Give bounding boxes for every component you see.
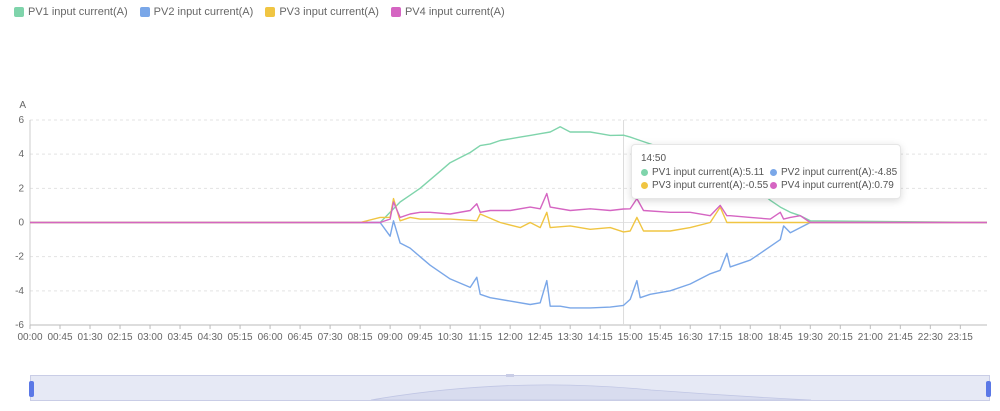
zoom-slider-track[interactable] [30,375,990,401]
x-tick-label: 04:30 [198,332,223,343]
x-tick-label: 06:45 [288,332,313,343]
x-tick-label: 15:45 [648,332,673,343]
series-line-pv4 [30,192,987,224]
x-tick-label: 03:00 [138,332,163,343]
legend-swatch-pv1 [14,7,24,17]
tooltip-dot-pv3 [641,182,648,189]
zoom-slider-start-handle[interactable] [29,381,34,397]
tooltip-dot-pv4 [770,182,777,189]
x-tick-label: 00:45 [47,332,72,343]
x-tick-label: 06:00 [258,332,283,343]
line-chart[interactable]: -6 -4 -2 0 2 4 6 A 00:00 00:45 01:30 02:15 03:00 03:4… [0,0,1000,370]
tooltip-row-pv2: PV2 input current(A):-4.85 [770,167,897,178]
tooltip-time: 14:50 [641,153,667,164]
y-tick-label: 2 [18,183,24,194]
legend-item-pv2[interactable]: PV2 input current(A) [139,6,254,18]
legend-swatch-pv4 [390,7,401,17]
x-tick-label: 19:30 [798,332,823,343]
legend-item-pv1[interactable]: PV1 input current(A) [14,6,128,18]
x-tick-label: 16:30 [678,332,703,343]
y-tick-label: 0 [18,218,24,229]
y-tick-label: 6 [18,115,24,126]
zoom-slider-move-handle[interactable] [506,374,514,377]
legend-label-pv4: PV4 input current(A) [404,6,505,18]
series-line-pv2 [30,220,987,309]
legend-swatch-pv3 [265,7,276,17]
tooltip-row-pv1: PV1 input current(A):5.11 [641,167,764,178]
x-tick-label: 15:00 [618,332,643,343]
y-tick-label: -6 [15,320,24,331]
legend-label-pv3: PV3 input current(A) [279,6,379,18]
x-tick-label: 22:30 [918,332,943,343]
y-tick-label: -2 [15,252,24,263]
tooltip-row-pv3: PV3 input current(A):-0.55 [641,180,768,191]
tooltip-text-pv4: PV4 input current(A):0.79 [781,180,894,191]
x-tick-label: 07:30 [318,332,343,343]
tooltip-text-pv2: PV2 input current(A):-4.85 [781,167,898,178]
legend-item-pv3[interactable]: PV3 input current(A) [265,6,379,18]
y-axis-label: A [19,100,26,111]
x-tick-label: 20:15 [828,332,853,343]
tooltip-text-pv3: PV3 input current(A):-0.55 [652,180,769,191]
chart-tooltip: 14:50 PV1 input current(A):5.11 PV2 inpu… [631,144,901,199]
x-tick-label: 14:15 [588,332,613,343]
legend-label-pv1: PV1 input current(A) [28,6,128,18]
x-tick-label: 03:45 [168,332,193,343]
x-tick-label: 10:30 [438,332,463,343]
x-tick-label: 00:00 [17,332,42,343]
x-tick-label: 12:45 [528,332,553,343]
x-tick-label: 23:15 [948,332,973,343]
x-tick-label: 21:45 [888,332,913,343]
x-tick-label: 18:00 [738,332,763,343]
x-tick-label: 08:15 [348,332,373,343]
series-line-pv3 [30,197,987,233]
x-tick-label: 01:30 [78,332,103,343]
y-tick-label: 4 [18,149,24,160]
tooltip-dot-pv1 [641,169,648,176]
x-tick-label: 05:15 [228,332,253,343]
x-tick-label: 09:00 [378,332,403,343]
legend-item-pv4[interactable]: PV4 input current(A) [390,6,505,18]
x-tick-label: 13:30 [558,332,583,343]
x-tick-label: 17:15 [708,332,733,343]
x-tick-label: 21:00 [858,332,883,343]
zoom-slider[interactable] [29,374,991,401]
legend-swatch-pv2 [139,7,150,17]
x-tick-label: 11:15 [468,332,493,343]
zoom-slider-preview [370,384,812,401]
y-tick-label: -4 [15,286,24,297]
zoom-slider-end-handle[interactable] [986,381,991,397]
legend-label-pv2: PV2 input current(A) [153,6,254,18]
x-tick-label: 02:15 [108,332,133,343]
x-tick-label: 12:00 [498,332,523,343]
x-tick-label: 18:45 [768,332,793,343]
tooltip-row-pv4: PV4 input current(A):0.79 [770,180,894,191]
tooltip-dot-pv2 [770,169,777,176]
chart-legend: PV1 input current(A) PV2 input current(A… [14,6,505,18]
tooltip-text-pv1: PV1 input current(A):5.11 [652,167,765,178]
x-tick-label: 09:45 [408,332,433,343]
